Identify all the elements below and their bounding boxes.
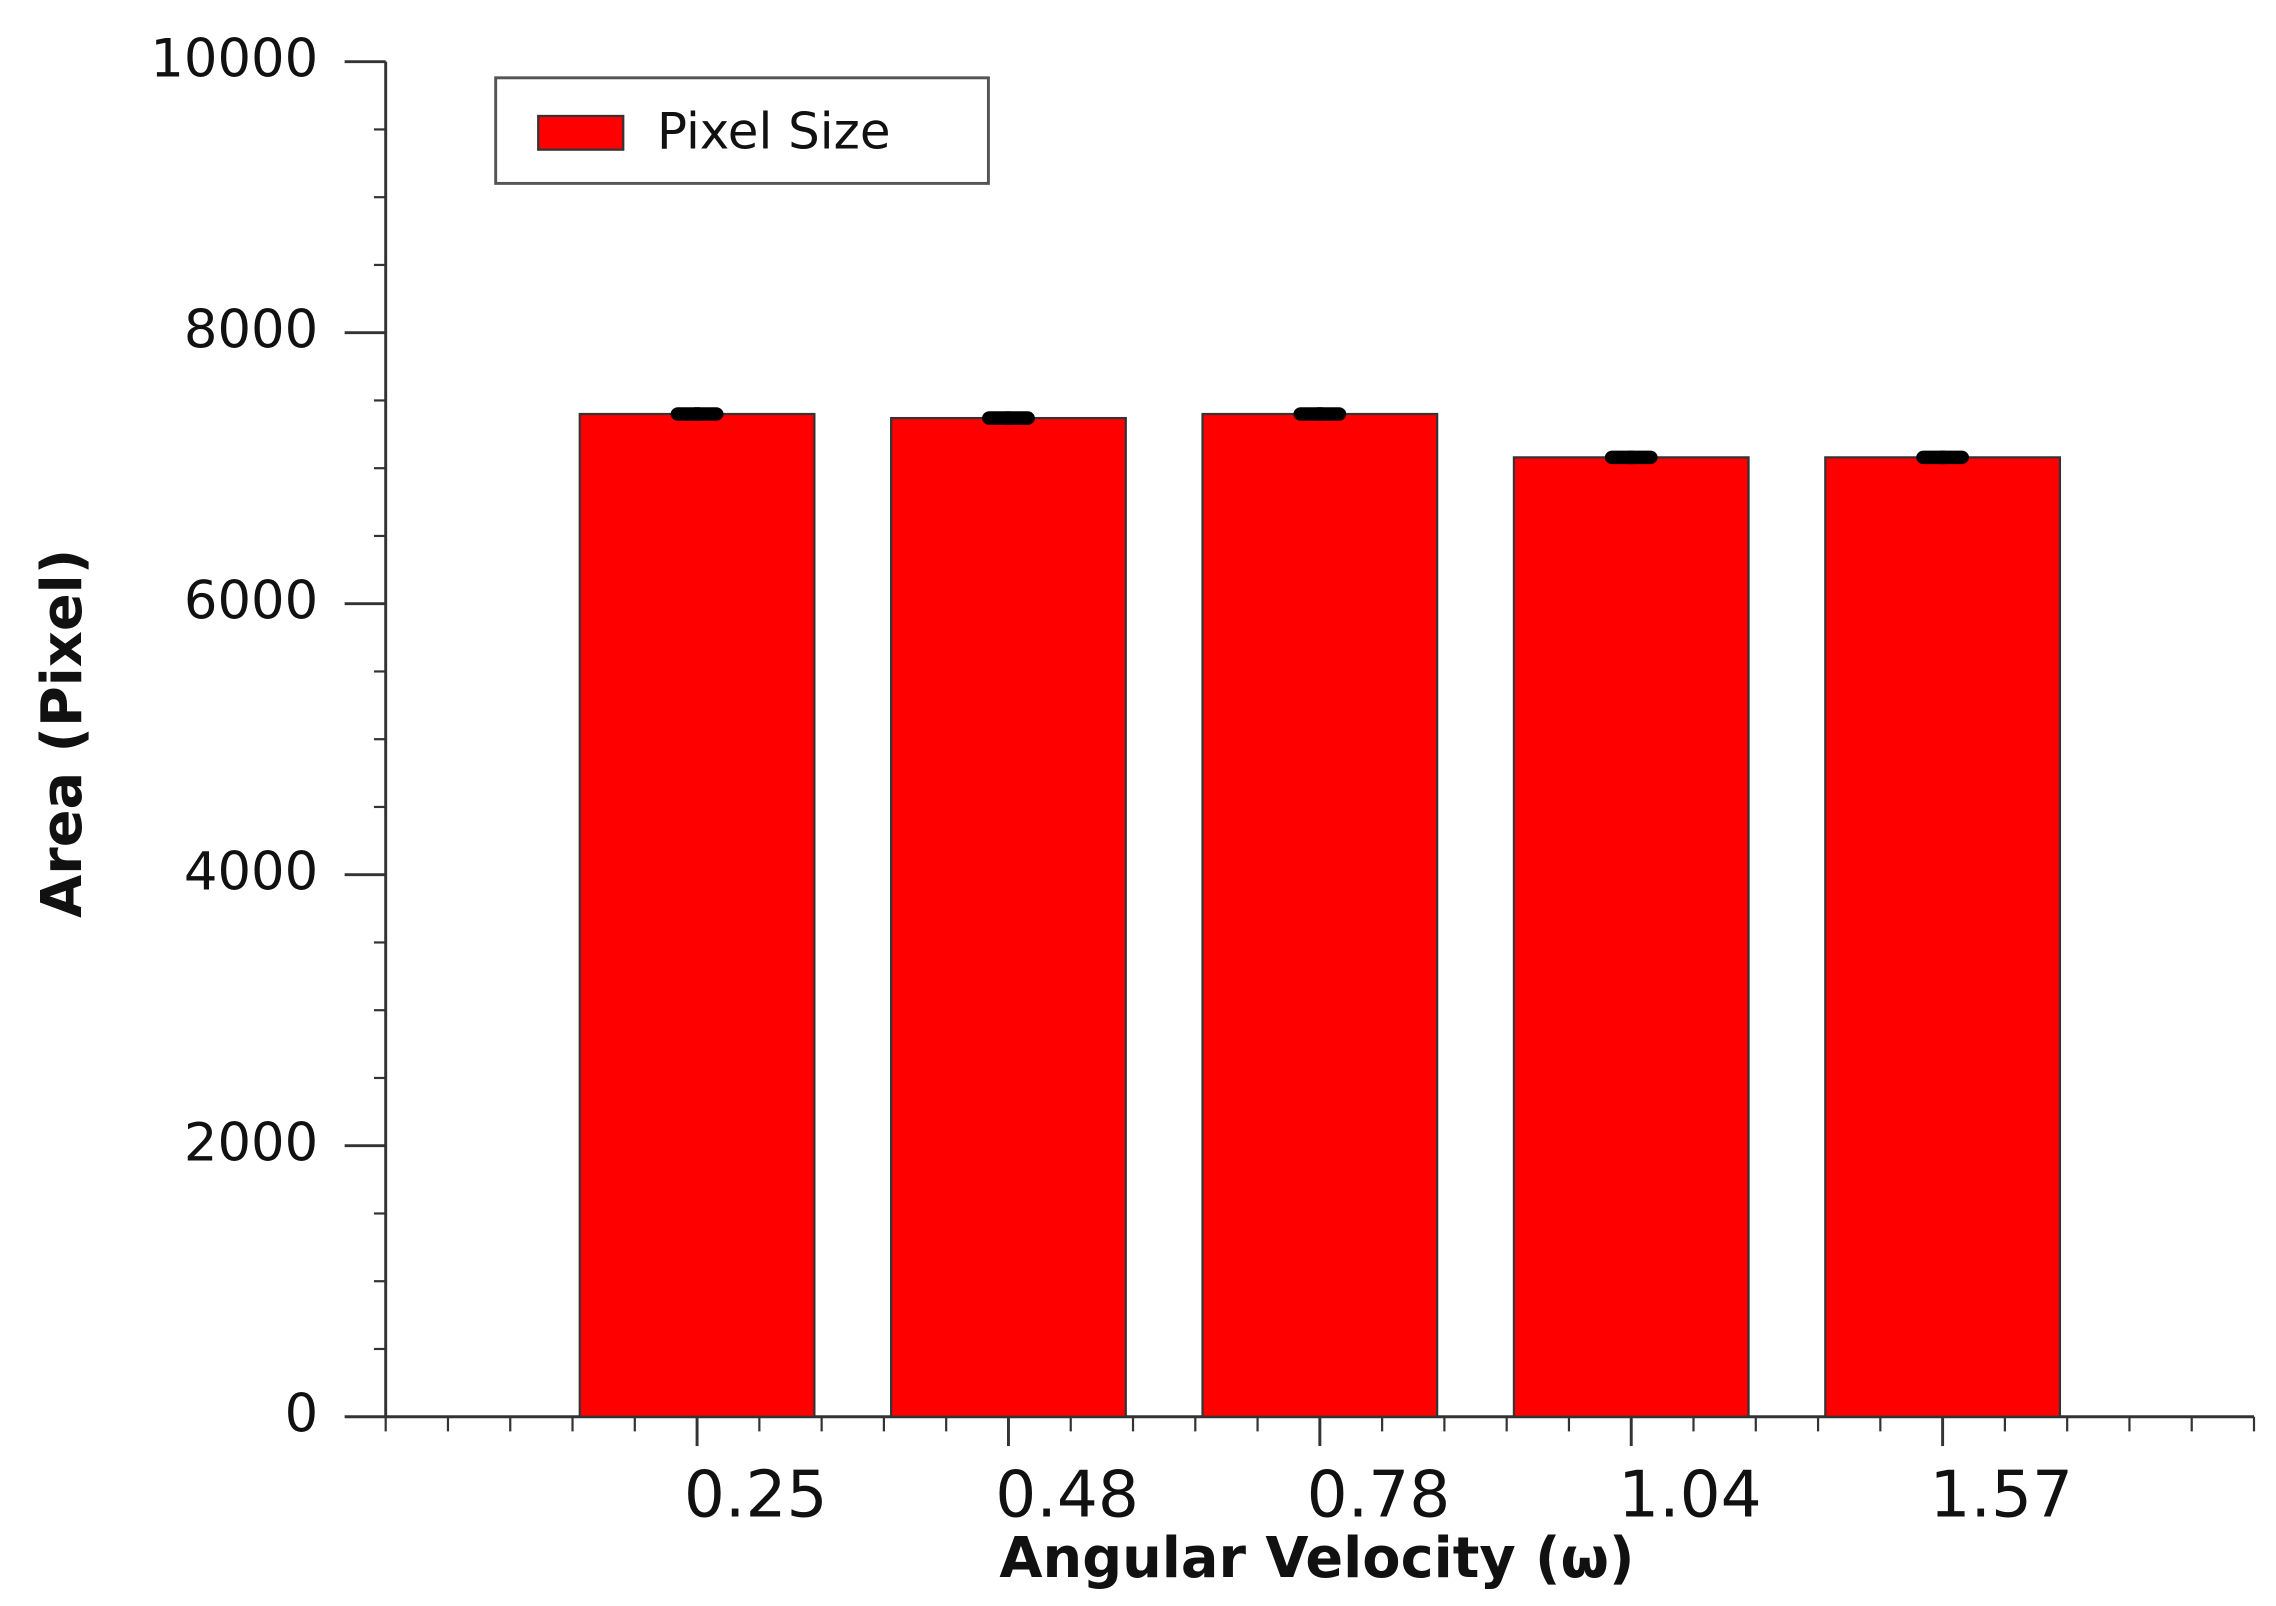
bar (1512, 456, 1750, 1418)
y-tick-label: 8000 (184, 299, 318, 360)
bar (1824, 456, 2062, 1418)
error-cap (1916, 450, 1970, 465)
error-cap (1293, 407, 1347, 421)
error-cap (982, 411, 1035, 425)
y-tick-label: 6000 (184, 570, 318, 631)
error-cap (1604, 450, 1658, 465)
y-tick-label: 2000 (184, 1112, 318, 1173)
legend-swatch (537, 114, 625, 151)
y-tick-label: 4000 (184, 841, 318, 902)
y-axis-label: Area (Pixel) (30, 549, 95, 918)
x-tick-label: 0.78 (1307, 1457, 1451, 1532)
y-tick-label: 10000 (150, 28, 318, 89)
error-cap (670, 407, 724, 421)
bar (890, 416, 1127, 1418)
bar (578, 412, 816, 1418)
x-tick-label: 0.48 (995, 1457, 1139, 1532)
x-axis-label: Angular Velocity (ω) (999, 1526, 1634, 1591)
bar (1201, 412, 1439, 1418)
legend-label: Pixel Size (657, 103, 891, 161)
y-tick-label: 0 (285, 1383, 319, 1444)
x-tick-label: 0.25 (684, 1457, 828, 1532)
x-tick-label: 1.04 (1618, 1457, 1762, 1532)
x-tick-label: 1.57 (1929, 1457, 2073, 1532)
